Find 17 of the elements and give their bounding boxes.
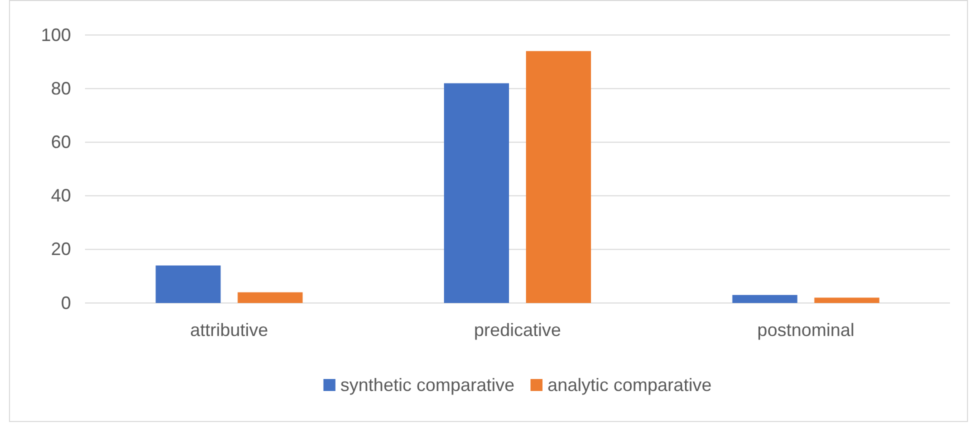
y-tick-label: 100 (40, 24, 71, 45)
bar (238, 292, 303, 303)
y-tick-label: 40 (50, 186, 71, 206)
x-tick-label: postnominal (757, 320, 854, 340)
legend-label: synthetic comparative (340, 375, 514, 395)
legend-label: analytic comparative (548, 375, 712, 395)
bar (814, 298, 880, 303)
y-tick-label: 0 (60, 292, 71, 313)
bar (526, 51, 591, 303)
y-tick-label: 60 (50, 132, 71, 152)
x-tick-label: predicative (474, 320, 562, 340)
bar (444, 83, 509, 303)
x-tick-label: attributive (190, 320, 268, 340)
y-tick-label: 80 (50, 78, 71, 98)
bar (156, 265, 221, 303)
y-tick-label: 20 (50, 239, 71, 260)
bar (732, 294, 798, 303)
